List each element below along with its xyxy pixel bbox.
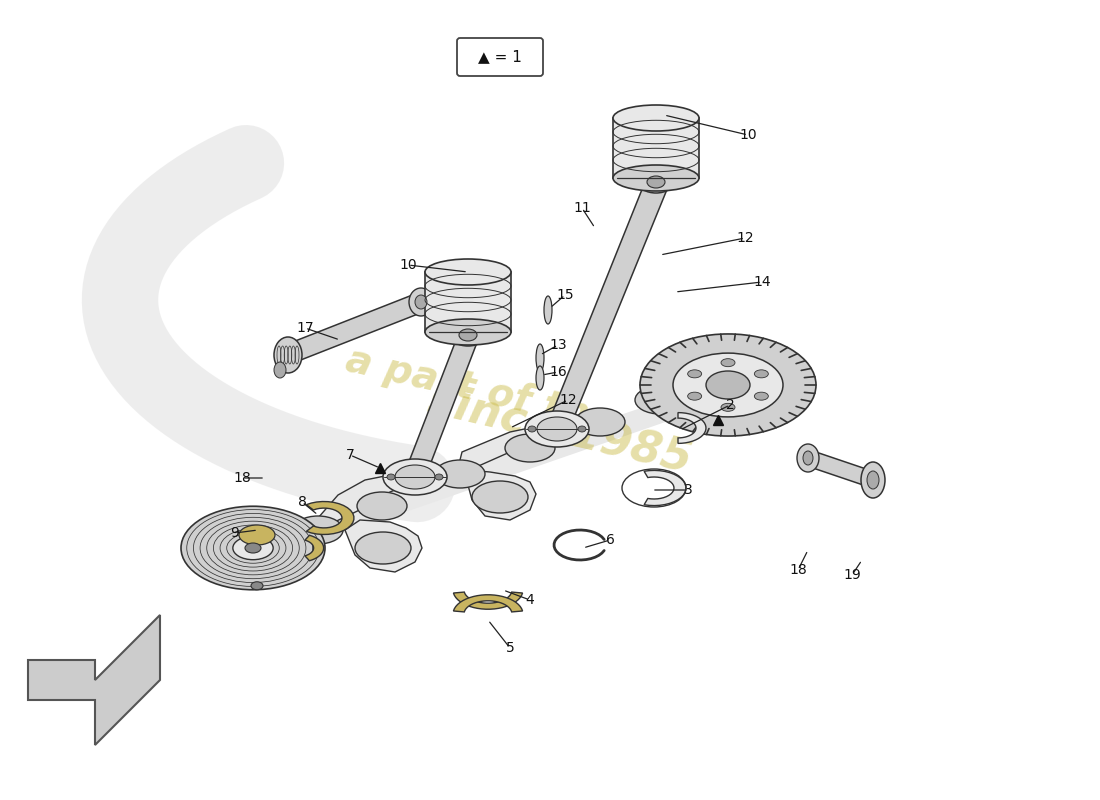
- Text: 14: 14: [754, 275, 771, 289]
- Ellipse shape: [233, 536, 273, 560]
- Polygon shape: [425, 272, 512, 332]
- Ellipse shape: [803, 451, 813, 465]
- Text: 18: 18: [789, 563, 807, 577]
- Ellipse shape: [536, 344, 544, 372]
- Ellipse shape: [239, 525, 275, 545]
- Polygon shape: [305, 535, 323, 561]
- Ellipse shape: [575, 408, 625, 436]
- Text: 15: 15: [557, 288, 574, 302]
- Text: 17: 17: [296, 321, 314, 335]
- Ellipse shape: [688, 370, 702, 378]
- Ellipse shape: [525, 411, 588, 447]
- Ellipse shape: [613, 165, 698, 191]
- Ellipse shape: [245, 543, 261, 553]
- Ellipse shape: [459, 329, 477, 341]
- Polygon shape: [547, 182, 668, 432]
- Text: 16: 16: [549, 365, 566, 379]
- Text: 5: 5: [506, 641, 515, 655]
- Ellipse shape: [613, 105, 698, 131]
- Ellipse shape: [531, 413, 585, 443]
- Polygon shape: [307, 502, 354, 534]
- Ellipse shape: [182, 506, 324, 590]
- Ellipse shape: [395, 465, 434, 489]
- Ellipse shape: [635, 386, 685, 414]
- Ellipse shape: [537, 417, 578, 441]
- Ellipse shape: [798, 444, 820, 472]
- Text: 11: 11: [573, 201, 591, 215]
- Ellipse shape: [647, 176, 666, 188]
- Ellipse shape: [251, 582, 263, 590]
- Polygon shape: [807, 450, 874, 488]
- Ellipse shape: [720, 403, 735, 411]
- Ellipse shape: [383, 459, 447, 495]
- Text: ▲ = 1: ▲ = 1: [478, 50, 521, 65]
- Ellipse shape: [505, 434, 556, 462]
- Ellipse shape: [434, 460, 485, 488]
- Ellipse shape: [528, 426, 536, 432]
- Polygon shape: [285, 292, 424, 365]
- Ellipse shape: [472, 481, 528, 513]
- Ellipse shape: [434, 474, 443, 480]
- Ellipse shape: [544, 296, 552, 324]
- Polygon shape: [613, 118, 698, 178]
- Polygon shape: [345, 520, 422, 572]
- Text: 19: 19: [843, 568, 861, 582]
- Polygon shape: [405, 335, 478, 478]
- Text: 3: 3: [683, 483, 692, 497]
- Ellipse shape: [355, 532, 411, 564]
- Text: 6: 6: [606, 533, 615, 547]
- Polygon shape: [663, 386, 705, 410]
- Polygon shape: [318, 470, 415, 528]
- Ellipse shape: [409, 288, 433, 316]
- Ellipse shape: [425, 319, 512, 345]
- Polygon shape: [465, 470, 536, 520]
- Ellipse shape: [867, 471, 879, 489]
- Ellipse shape: [536, 366, 544, 390]
- Text: 9: 9: [231, 526, 240, 540]
- Polygon shape: [453, 594, 522, 612]
- Ellipse shape: [293, 516, 343, 544]
- Text: 13: 13: [549, 338, 566, 352]
- Ellipse shape: [450, 324, 486, 346]
- Ellipse shape: [720, 358, 735, 366]
- Polygon shape: [28, 615, 160, 745]
- Ellipse shape: [274, 337, 302, 373]
- Text: 7: 7: [345, 448, 354, 462]
- Ellipse shape: [425, 259, 512, 285]
- Ellipse shape: [755, 392, 768, 400]
- Ellipse shape: [578, 426, 586, 432]
- Ellipse shape: [388, 461, 442, 491]
- Text: 8: 8: [298, 495, 307, 509]
- Text: a part of the: a part of the: [342, 341, 618, 439]
- Text: since 1985: since 1985: [424, 378, 696, 482]
- Ellipse shape: [640, 334, 816, 436]
- Text: 10: 10: [399, 258, 417, 272]
- Ellipse shape: [861, 462, 886, 498]
- Text: 12: 12: [559, 393, 576, 407]
- Text: 2: 2: [726, 398, 735, 412]
- Polygon shape: [678, 413, 706, 443]
- Polygon shape: [645, 470, 686, 506]
- Polygon shape: [310, 388, 700, 545]
- Ellipse shape: [358, 492, 407, 520]
- Ellipse shape: [688, 392, 702, 400]
- Ellipse shape: [638, 171, 674, 193]
- Text: 4: 4: [526, 593, 535, 607]
- Ellipse shape: [755, 370, 768, 378]
- Text: 10: 10: [739, 128, 757, 142]
- Text: 18: 18: [233, 471, 251, 485]
- Polygon shape: [453, 592, 522, 610]
- Polygon shape: [458, 422, 558, 472]
- Ellipse shape: [415, 295, 427, 309]
- Ellipse shape: [706, 371, 750, 399]
- FancyBboxPatch shape: [456, 38, 543, 76]
- Ellipse shape: [387, 474, 395, 480]
- Ellipse shape: [274, 362, 286, 378]
- Text: 12: 12: [736, 231, 754, 245]
- Ellipse shape: [673, 353, 783, 417]
